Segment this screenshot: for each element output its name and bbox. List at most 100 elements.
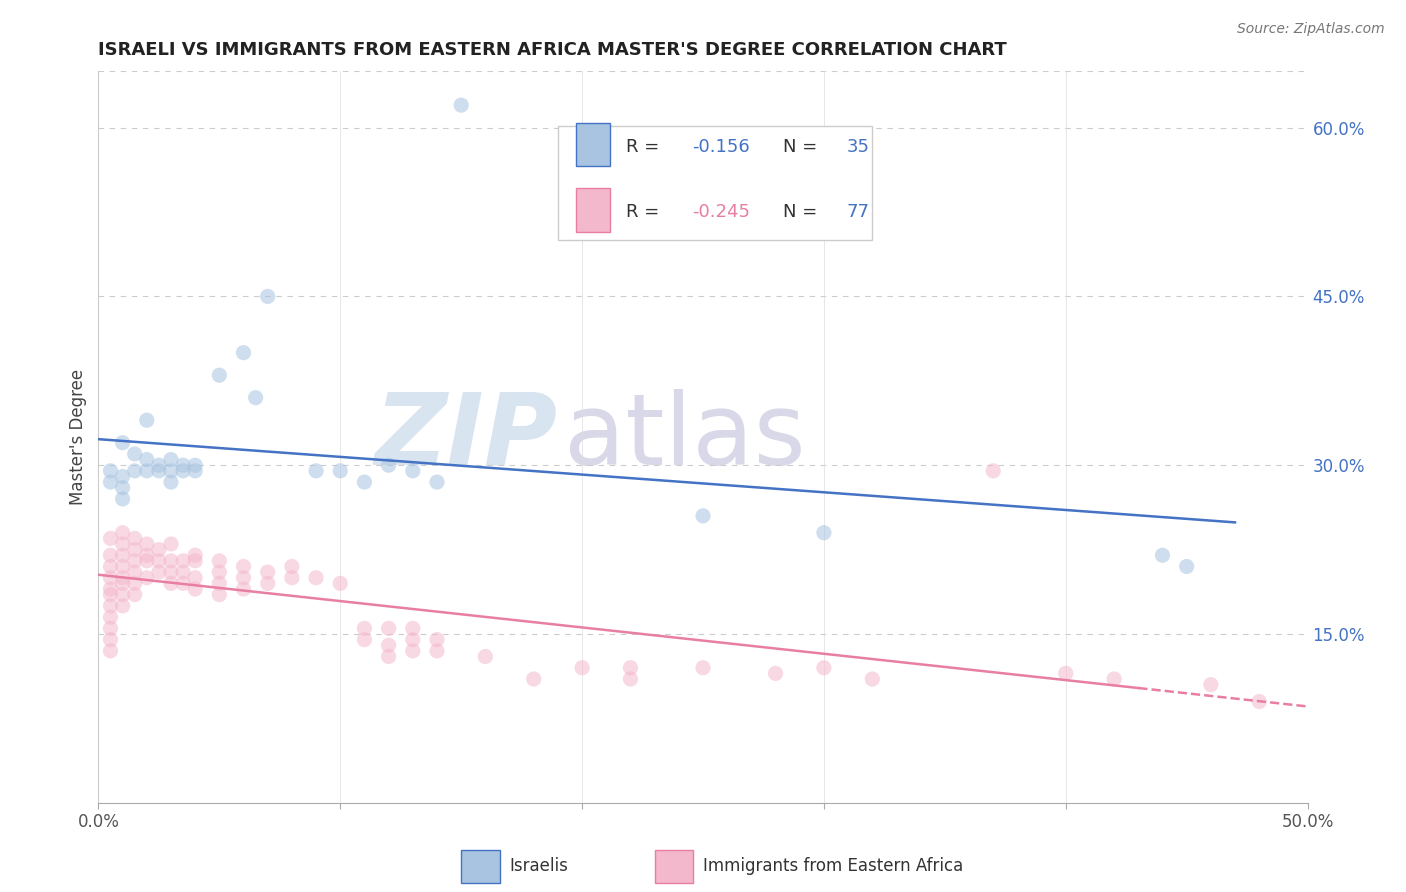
Point: [100, 475, 122, 489]
Text: Source: ZipAtlas.com: Source: ZipAtlas.com: [1237, 22, 1385, 37]
Point: [232, 582, 254, 596]
Point: [571, 661, 593, 675]
Point: [111, 576, 134, 591]
Point: [353, 621, 375, 635]
Point: [111, 599, 134, 613]
Point: [377, 458, 399, 473]
Point: [111, 481, 134, 495]
Point: [135, 464, 157, 478]
Point: [474, 649, 496, 664]
FancyBboxPatch shape: [576, 122, 610, 167]
Point: [692, 508, 714, 523]
Point: [184, 548, 207, 562]
Point: [135, 452, 157, 467]
Point: [1249, 694, 1271, 708]
Point: [860, 672, 883, 686]
Point: [124, 542, 146, 557]
Point: [232, 571, 254, 585]
Point: [245, 391, 267, 405]
Point: [124, 464, 146, 478]
Point: [135, 571, 157, 585]
Point: [172, 554, 194, 568]
Point: [402, 464, 425, 478]
FancyBboxPatch shape: [655, 850, 693, 883]
Text: ZIP: ZIP: [375, 389, 558, 485]
Point: [232, 345, 254, 359]
Point: [160, 565, 183, 579]
Point: [111, 491, 134, 506]
FancyBboxPatch shape: [558, 126, 872, 240]
Point: [148, 542, 170, 557]
Point: [111, 571, 134, 585]
Point: [100, 548, 122, 562]
Point: [135, 554, 157, 568]
Point: [111, 469, 134, 483]
Point: [100, 464, 122, 478]
Point: [1152, 548, 1174, 562]
Point: [184, 554, 207, 568]
Point: [1054, 666, 1077, 681]
Point: [172, 458, 194, 473]
Point: [305, 464, 328, 478]
Point: [184, 571, 207, 585]
Point: [100, 582, 122, 596]
FancyBboxPatch shape: [461, 850, 501, 883]
Point: [377, 621, 399, 635]
Text: Immigrants from Eastern Africa: Immigrants from Eastern Africa: [703, 857, 963, 875]
Point: [148, 458, 170, 473]
Point: [172, 576, 194, 591]
Point: [135, 413, 157, 427]
Point: [111, 548, 134, 562]
Text: N =: N =: [783, 202, 823, 221]
Text: 35: 35: [846, 137, 870, 156]
Point: [100, 621, 122, 635]
Point: [329, 464, 352, 478]
Point: [208, 565, 231, 579]
Point: [256, 565, 278, 579]
Point: [160, 475, 183, 489]
Point: [172, 565, 194, 579]
Point: [160, 554, 183, 568]
Text: N =: N =: [783, 137, 823, 156]
Point: [426, 632, 449, 647]
Point: [619, 672, 641, 686]
Point: [208, 368, 231, 383]
Point: [160, 452, 183, 467]
Point: [232, 559, 254, 574]
Point: [208, 588, 231, 602]
Text: R =: R =: [626, 137, 665, 156]
Point: [111, 525, 134, 540]
Point: [100, 588, 122, 602]
Point: [100, 599, 122, 613]
Y-axis label: Master's Degree: Master's Degree: [69, 369, 87, 505]
Point: [124, 588, 146, 602]
Point: [100, 644, 122, 658]
Point: [402, 644, 425, 658]
Point: [100, 532, 122, 546]
Point: [100, 632, 122, 647]
Point: [135, 537, 157, 551]
Text: -0.156: -0.156: [692, 137, 749, 156]
Point: [124, 554, 146, 568]
Point: [426, 644, 449, 658]
Point: [305, 571, 328, 585]
Point: [256, 576, 278, 591]
Point: [184, 582, 207, 596]
Point: [208, 554, 231, 568]
Point: [1175, 559, 1198, 574]
Point: [765, 666, 787, 681]
Point: [124, 532, 146, 546]
Text: -0.245: -0.245: [692, 202, 751, 221]
Point: [281, 571, 304, 585]
Point: [402, 632, 425, 647]
Point: [124, 447, 146, 461]
Point: [813, 525, 835, 540]
Point: [353, 632, 375, 647]
Point: [208, 576, 231, 591]
Point: [402, 621, 425, 635]
Point: [100, 610, 122, 624]
Point: [281, 559, 304, 574]
Point: [100, 559, 122, 574]
Text: 77: 77: [846, 202, 870, 221]
Point: [450, 98, 472, 112]
